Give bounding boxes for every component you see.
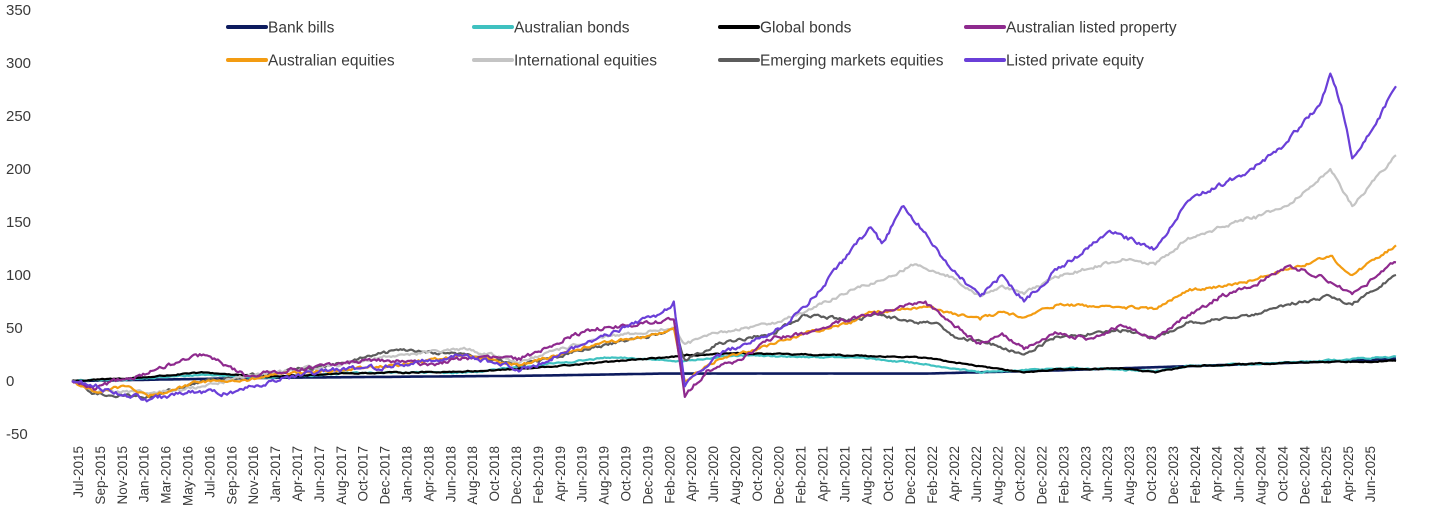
x-tick-label: Aug-2017 [334, 446, 349, 505]
x-tick-label: Mar-2016 [159, 446, 174, 504]
x-tick-label: Oct-2018 [487, 446, 502, 502]
x-tick-label: Oct-2019 [619, 446, 634, 502]
x-tick-label: Dec-2020 [772, 446, 787, 505]
x-tick-label: Apr-2020 [684, 446, 699, 502]
x-tick-label: Jul-2016 [202, 446, 217, 498]
series-line [71, 72, 1397, 403]
x-tick-label: Apr-2023 [1078, 446, 1093, 502]
x-tick-label: Jun-2018 [443, 446, 458, 502]
x-tick-label: Feb-2019 [531, 446, 546, 504]
x-tick-label: Dec-2023 [1166, 446, 1181, 505]
y-axis: 350 300 250 200 150 100 50 0 -50 [6, 2, 31, 443]
x-tick-label: Aug-2023 [1122, 446, 1137, 505]
x-tick-label: Aug-2021 [859, 446, 874, 505]
x-tick-label: Feb-2022 [925, 446, 940, 504]
x-tick-label: Oct-2021 [881, 446, 896, 502]
x-tick-label: Feb-2023 [1056, 446, 1071, 504]
y-tick-label: -50 [6, 426, 28, 443]
x-tick-label: Aug-2020 [728, 446, 743, 505]
x-tick-label: Nov-2015 [115, 446, 130, 505]
series-line [71, 261, 1397, 398]
x-tick-label: Jan-2018 [400, 446, 415, 502]
legend-label: Listed private equity [1006, 53, 1144, 70]
x-tick-label: Feb-2024 [1188, 446, 1203, 504]
series-line [72, 351, 1397, 383]
legend-label: Australian listed property [1006, 20, 1177, 37]
x-tick-label: Apr-2021 [816, 446, 831, 502]
y-tick-label: 200 [6, 161, 31, 178]
x-tick-label: Dec-2021 [903, 446, 918, 505]
x-axis: Jul-2015 Sep-2015 Nov-2015 Jan-2016 Mar-2016… [71, 446, 1378, 507]
y-tick-label: 50 [6, 320, 23, 337]
x-tick-label: Dec-2017 [378, 446, 393, 505]
x-tick-label: May-2016 [181, 446, 196, 506]
legend-label: International equities [514, 53, 657, 70]
legend-label: Australian bonds [514, 20, 630, 37]
x-tick-label: Jun-2025 [1363, 446, 1378, 502]
x-tick-label: Jan-2016 [137, 446, 152, 502]
legend: Bank bills Australian bonds Global bonds Au… [226, 20, 1177, 70]
x-tick-label: Aug-2019 [597, 446, 612, 505]
x-tick-label: Jun-2019 [575, 446, 590, 502]
y-tick-label: 0 [6, 373, 14, 390]
x-tick-label: Feb-2025 [1319, 446, 1334, 504]
x-tick-label: Aug-2018 [465, 446, 480, 505]
x-tick-label: Jun-2021 [837, 446, 852, 502]
x-tick-label: Aug-2024 [1254, 446, 1269, 505]
legend-label: Global bonds [760, 20, 852, 37]
x-tick-label: Jul-2015 [71, 446, 86, 498]
x-tick-label: Oct-2024 [1275, 446, 1290, 502]
x-tick-label: Apr-2022 [947, 446, 962, 502]
series-layer [71, 72, 1397, 403]
x-tick-label: Jun-2024 [1232, 446, 1247, 503]
x-tick-label: Jun-2020 [706, 446, 721, 502]
legend-label: Bank bills [268, 20, 335, 37]
y-tick-label: 150 [6, 214, 31, 231]
x-tick-label: Dec-2019 [640, 446, 655, 505]
x-tick-label: Jun-2017 [312, 446, 327, 502]
y-tick-label: 100 [6, 267, 31, 284]
x-tick-label: Dec-2024 [1297, 446, 1312, 505]
x-tick-label: Sep-2016 [224, 446, 239, 505]
y-tick-label: 350 [6, 2, 31, 19]
y-tick-label: 250 [6, 108, 31, 125]
series-line [72, 357, 1397, 383]
x-tick-label: Oct-2017 [356, 446, 371, 502]
x-tick-label: Apr-2017 [290, 446, 305, 502]
series-line [71, 154, 1397, 395]
legend-label: Emerging markets equities [760, 53, 944, 70]
x-tick-label: Feb-2020 [662, 446, 677, 504]
y-tick-label: 300 [6, 55, 31, 72]
x-tick-label: Oct-2022 [1013, 446, 1028, 502]
x-tick-label: Jan-2017 [268, 446, 283, 502]
x-tick-label: Apr-2018 [421, 446, 436, 502]
x-tick-label: Dec-2018 [509, 446, 524, 505]
x-tick-label: Feb-2021 [794, 446, 809, 504]
series-line [71, 244, 1397, 398]
legend-label: Australian equities [268, 53, 395, 70]
x-tick-label: Apr-2025 [1341, 446, 1356, 502]
x-tick-label: Dec-2022 [1035, 446, 1050, 505]
x-tick-label: Jun-2023 [1100, 446, 1115, 502]
x-tick-label: Oct-2023 [1144, 446, 1159, 502]
x-tick-label: Oct-2020 [750, 446, 765, 502]
x-tick-label: Sep-2015 [93, 446, 108, 505]
x-tick-label: Jun-2022 [969, 446, 984, 502]
x-tick-label: Nov-2016 [246, 446, 261, 505]
x-tick-label: Apr-2019 [553, 446, 568, 502]
x-tick-label: Apr-2024 [1210, 446, 1225, 502]
x-tick-label: Aug-2022 [991, 446, 1006, 505]
